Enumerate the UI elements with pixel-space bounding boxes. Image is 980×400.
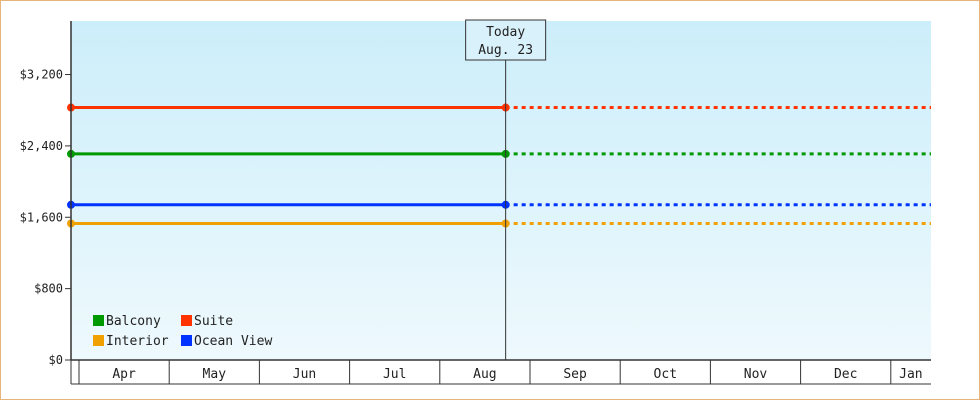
- legend-label-suite: Suite: [194, 314, 233, 329]
- today-label-box: [465, 19, 547, 61]
- legend-swatch-interior: [93, 335, 104, 346]
- y-tick-label: $1,600: [20, 210, 63, 224]
- today-marker: Today Aug. 23: [465, 19, 547, 360]
- x-tick-label-jan: Jan: [899, 367, 922, 382]
- today-label-date: Aug. 23: [478, 43, 533, 58]
- legend-swatch-suite: [181, 315, 192, 326]
- x-tick-label-sep: Sep: [563, 367, 587, 382]
- legend-swatch-balcony: [93, 315, 104, 326]
- x-tick-label-nov: Nov: [744, 367, 768, 382]
- y-tick-label: $3,200: [20, 68, 63, 82]
- legend-label-interior: Interior: [106, 334, 169, 349]
- x-tick-label-oct: Oct: [654, 367, 677, 382]
- y-tick-label: $2,400: [20, 139, 63, 153]
- axes: $0 $800 $1,600 $2,400 $3,200 Apr May Jun Jul Aug S…: [20, 21, 931, 385]
- x-tick-label-dec: Dec: [834, 367, 857, 382]
- x-tick-label-jun: Jun: [293, 367, 316, 382]
- legend: Balcony Suite Interior Ocean View: [93, 314, 272, 349]
- x-tick-label-apr: Apr: [112, 367, 136, 382]
- today-label-title: Today: [486, 25, 525, 40]
- x-tick-label-may: May: [203, 367, 227, 382]
- legend-label-ocean-view: Ocean View: [194, 334, 272, 349]
- x-tick-label-aug: Aug: [473, 367, 496, 382]
- plot-area: [71, 21, 931, 360]
- x-tick-label-jul: Jul: [383, 367, 406, 382]
- y-tick-label: $800: [34, 282, 63, 296]
- legend-label-balcony: Balcony: [106, 314, 161, 329]
- y-tick-label: $0: [49, 353, 63, 367]
- legend-swatch-ocean-view: [181, 335, 192, 346]
